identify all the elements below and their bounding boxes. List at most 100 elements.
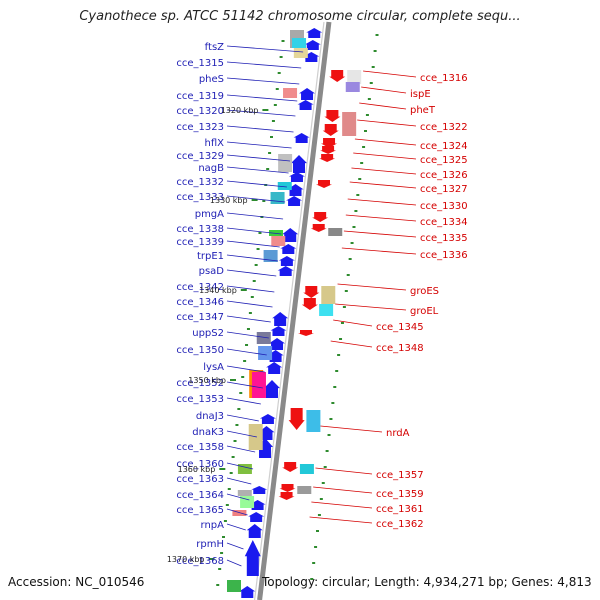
backbone-layer <box>208 21 379 600</box>
left-gene-label: nagB <box>198 163 224 174</box>
right-leader-line <box>359 102 407 110</box>
forward-feature-block <box>277 182 292 190</box>
kbp-marker-label: 1340 kbp <box>199 286 237 295</box>
outer-tick <box>369 82 373 84</box>
forward-feature-block <box>278 154 293 172</box>
left-leader-line <box>226 523 246 531</box>
outer-tick <box>314 546 318 548</box>
right-leader-line <box>333 319 373 327</box>
outer-tick <box>375 34 379 36</box>
outer-tick <box>364 130 367 132</box>
forward-gene-arrow <box>291 155 307 173</box>
right-gene-label: ispE <box>410 89 431 100</box>
backbone-line <box>257 21 332 600</box>
left-gene-label: cce_1358 <box>176 442 224 453</box>
left-leader-line <box>226 315 271 323</box>
outer-tick <box>365 114 369 116</box>
outer-tick <box>319 498 323 500</box>
inner-tick <box>229 472 233 474</box>
left-leader-line <box>226 254 279 262</box>
right-leader-line <box>353 152 417 160</box>
reverse-feature-block <box>328 228 343 236</box>
kbp-tick <box>240 289 247 291</box>
right-gene-label: cce_1327 <box>420 184 468 195</box>
left-leader-line <box>226 430 257 438</box>
left-gene-label: rpmH <box>196 539 224 550</box>
inner-tick <box>241 376 245 378</box>
right-leader-line <box>320 425 383 433</box>
inner-tick <box>220 552 224 554</box>
outer-tick <box>356 194 360 196</box>
reverse-gene-arrow <box>319 154 336 162</box>
right-gene-label: cce_1361 <box>376 504 424 515</box>
left-gene-label: rnpA <box>201 520 225 531</box>
kbp-tick <box>230 379 236 381</box>
left-leader-line <box>226 559 242 567</box>
reverse-gene-arrow <box>321 138 338 148</box>
inner-tick <box>268 152 272 154</box>
reverse-gene-arrow <box>310 224 327 232</box>
inner-tick <box>273 104 277 106</box>
forward-feature-block <box>251 372 266 398</box>
reverse-gene-arrow <box>282 462 299 472</box>
inner-tick <box>258 232 262 234</box>
inner-tick <box>223 520 227 522</box>
left-gene-label: trpE1 <box>197 251 224 262</box>
left-gene-label: pheS <box>199 74 224 85</box>
accession-text: Accession: NC_010546 <box>8 575 145 589</box>
left-gene-label: cce_1350 <box>176 345 224 356</box>
left-gene-label: ftsZ <box>205 42 224 53</box>
right-leader-line <box>345 214 417 222</box>
outer-tick <box>335 370 339 372</box>
forward-feature-block <box>240 496 255 508</box>
right-leader-line <box>361 86 407 94</box>
outer-tick <box>325 450 329 452</box>
forward-gene-arrow <box>239 586 256 598</box>
right-gene-label: cce_1324 <box>420 141 468 152</box>
forward-gene-arrow <box>293 133 310 143</box>
forward-gene-arrow <box>266 362 283 374</box>
forward-gene-arrow <box>286 196 303 206</box>
outer-tick <box>360 162 364 164</box>
forward-feature-block <box>292 38 307 48</box>
right-gene-label: cce_1334 <box>420 217 468 228</box>
inner-tick <box>271 120 275 122</box>
left-leader-line <box>226 493 250 501</box>
left-gene-label: cce_1338 <box>176 224 224 235</box>
reverse-feature-block <box>345 82 360 92</box>
left-leader-line <box>226 300 273 308</box>
reverse-feature-block <box>321 286 336 304</box>
kbp-tick <box>208 558 215 560</box>
forward-gene-arrow <box>297 100 314 110</box>
right-leader-line <box>315 467 373 475</box>
backbone-inner-line <box>254 21 325 600</box>
outer-tick <box>342 306 346 308</box>
outer-tick <box>373 50 377 52</box>
inner-tick <box>248 312 252 314</box>
forward-gene-arrow <box>269 338 286 350</box>
outer-tick <box>317 514 321 516</box>
reverse-gene-arrow <box>320 146 337 154</box>
left-leader-line <box>226 61 302 69</box>
left-leader-line <box>226 397 261 405</box>
forward-gene-arrow <box>270 326 287 336</box>
right-leader-line <box>341 247 417 255</box>
left-leader-line <box>226 94 298 102</box>
left-leader-line <box>226 195 286 203</box>
forward-gene-arrow <box>277 266 294 276</box>
outer-tick <box>362 146 366 148</box>
left-leader-line <box>226 285 275 293</box>
left-gene-label: cce_1364 <box>176 490 224 501</box>
inner-tick <box>262 200 266 202</box>
left-gene-label: cce_1333 <box>176 192 224 203</box>
left-leader-line <box>226 141 292 149</box>
reverse-gene-arrow <box>324 110 341 122</box>
forward-feature-block <box>258 346 273 360</box>
reverse-feature-block <box>347 70 362 84</box>
left-leader-line <box>226 365 265 373</box>
right-leader-line <box>337 283 407 291</box>
reverse-gene-arrow <box>303 286 320 298</box>
forward-gene-arrow <box>304 40 321 50</box>
forward-gene-arrow <box>288 172 305 182</box>
forward-gene-arrow <box>259 414 276 424</box>
